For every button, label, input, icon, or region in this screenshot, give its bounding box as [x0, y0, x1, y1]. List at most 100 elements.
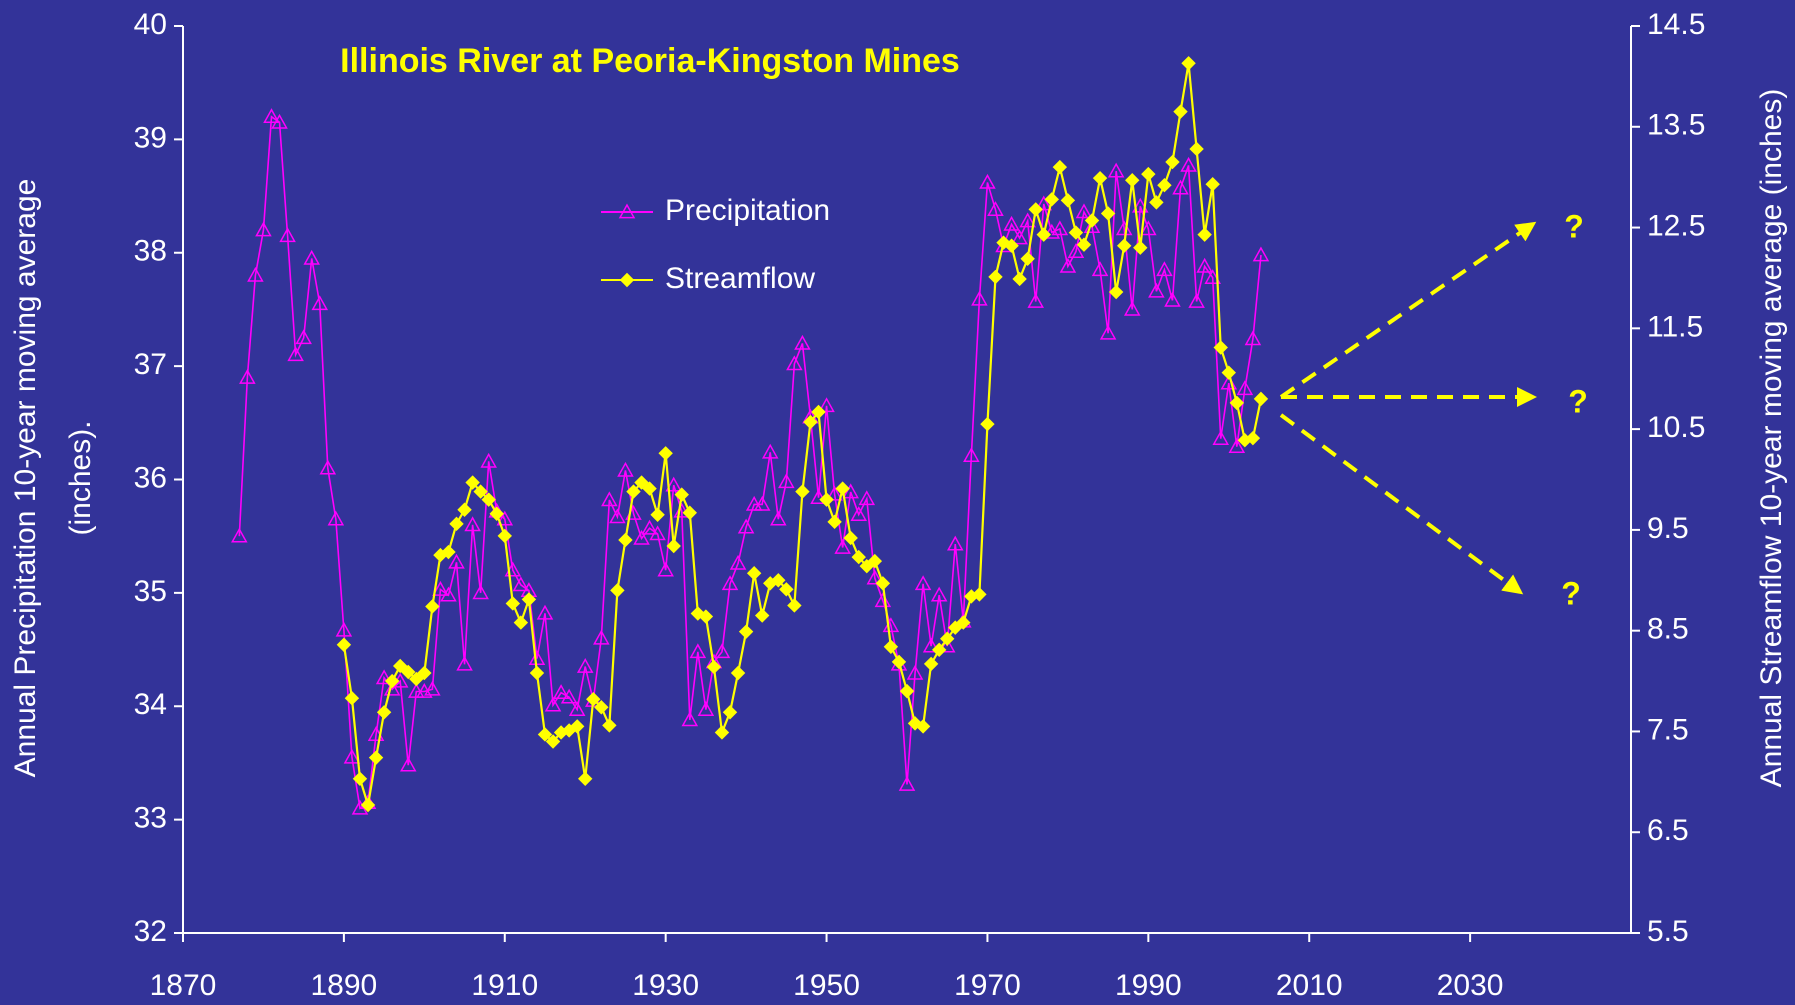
y2-tick-label: 7.5 — [1647, 713, 1689, 746]
data-point — [311, 295, 329, 311]
data-point — [810, 489, 827, 504]
data-point — [721, 575, 739, 591]
data-point — [464, 516, 481, 532]
data-point — [1180, 156, 1197, 172]
data-point — [1141, 166, 1156, 182]
data-point — [1172, 179, 1189, 195]
data-point — [874, 592, 892, 608]
x-tick-label: 1970 — [954, 969, 1021, 1002]
data-point — [255, 221, 272, 237]
data-point — [1059, 257, 1077, 273]
data-point — [914, 575, 932, 591]
data-point — [714, 725, 730, 740]
data-point — [383, 680, 401, 696]
y2-tick-label: 9.5 — [1647, 512, 1689, 545]
x-tick-label: 1930 — [632, 969, 699, 1002]
data-point — [456, 655, 473, 671]
data-point — [319, 459, 337, 475]
data-point — [1099, 324, 1117, 340]
data-point — [568, 701, 586, 717]
data-point — [1083, 218, 1101, 234]
data-point — [336, 637, 352, 652]
data-point — [578, 771, 593, 787]
data-point — [545, 734, 561, 749]
data-point — [1140, 220, 1157, 236]
data-point — [263, 108, 280, 124]
data-point — [1188, 292, 1205, 308]
data-point — [1149, 195, 1164, 210]
data-point — [658, 446, 673, 461]
data-point — [1075, 203, 1093, 219]
data-point — [1189, 141, 1204, 157]
data-point — [722, 705, 738, 720]
y-axis-label: Annual Precipitation 10-year moving aver… — [9, 179, 42, 778]
data-point — [1205, 177, 1220, 192]
data-point — [922, 637, 940, 653]
data-point — [915, 719, 931, 734]
data-point — [1196, 257, 1213, 273]
data-point — [618, 532, 633, 548]
data-point — [746, 566, 762, 581]
data-point — [1051, 220, 1069, 236]
data-point — [745, 495, 763, 511]
data-point — [513, 615, 529, 630]
data-point — [1076, 237, 1092, 252]
data-point — [1156, 261, 1173, 277]
data-point — [971, 290, 988, 306]
legend-label: Streamflow — [665, 262, 815, 295]
data-point — [489, 506, 504, 521]
y-tick-label: 40 — [134, 8, 167, 41]
data-point — [271, 113, 288, 129]
data-point — [449, 516, 464, 532]
data-point — [698, 609, 714, 624]
data-point — [552, 684, 570, 699]
x-tick-label: 1910 — [471, 969, 538, 1002]
projection-arrows: ? ? ? — [1279, 208, 1588, 611]
y2-tick-label: 11.5 — [1647, 310, 1703, 343]
data-point — [327, 510, 345, 526]
y-tick-label: 38 — [134, 235, 167, 268]
data-point — [923, 656, 939, 672]
y-tick-label: 39 — [134, 121, 167, 154]
data-point — [1212, 430, 1230, 446]
data-point — [1125, 172, 1140, 188]
data-point — [247, 266, 264, 282]
y2-tick-label: 10.5 — [1647, 411, 1705, 444]
data-point — [811, 404, 826, 420]
data-point — [360, 797, 376, 813]
data-point — [617, 461, 634, 477]
data-point — [850, 506, 868, 521]
x-tick-label: 1990 — [1115, 969, 1182, 1002]
data-point — [626, 484, 641, 499]
data-point — [963, 447, 980, 463]
data-point — [979, 173, 996, 189]
data-point — [898, 775, 916, 791]
data-point — [417, 665, 432, 681]
data-point — [425, 599, 440, 614]
data-point — [1108, 284, 1124, 300]
y-tick-label: 34 — [134, 688, 167, 721]
data-point — [343, 748, 361, 764]
y2-axis-label: Annual Streamflow 10-year moving average… — [1755, 89, 1788, 788]
data-point — [930, 586, 948, 602]
data-point — [891, 654, 907, 670]
data-point — [1036, 227, 1051, 242]
data-point — [938, 637, 956, 653]
data-point — [1012, 271, 1027, 287]
data-point — [1164, 291, 1181, 307]
data-point — [399, 756, 417, 772]
legend-marker — [618, 203, 636, 219]
data-point — [610, 583, 625, 598]
data-point — [1004, 238, 1019, 253]
data-point — [972, 587, 987, 602]
data-point — [1165, 154, 1180, 170]
y2-tick-label: 5.5 — [1647, 915, 1689, 948]
data-point — [481, 492, 496, 507]
x-tick-label: 2030 — [1437, 969, 1504, 1002]
data-point — [601, 491, 618, 507]
y-tick-label: 35 — [134, 575, 167, 608]
data-point — [633, 529, 650, 545]
data-point — [753, 495, 771, 511]
data-point — [1245, 430, 1261, 446]
